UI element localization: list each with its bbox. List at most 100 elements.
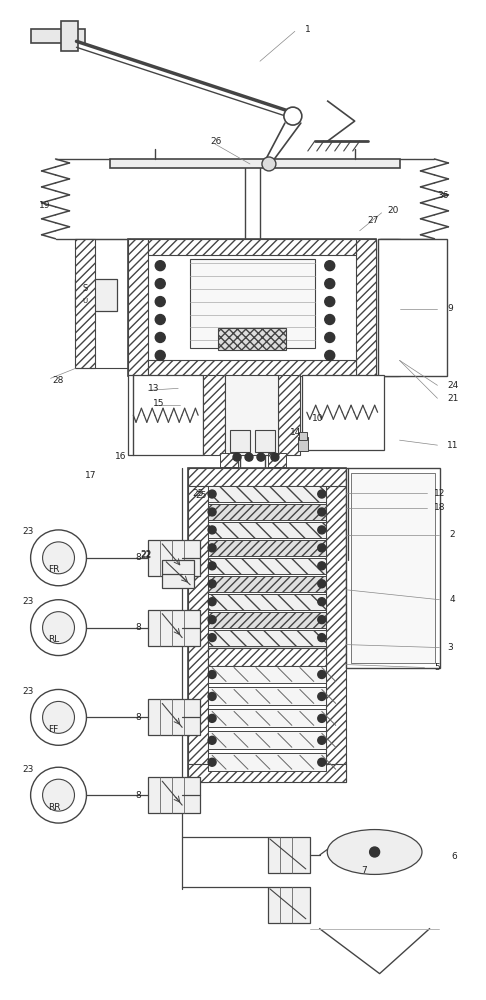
Circle shape bbox=[208, 580, 216, 588]
Text: 1: 1 bbox=[305, 25, 311, 34]
Text: 8: 8 bbox=[135, 791, 141, 800]
Circle shape bbox=[208, 544, 216, 552]
Bar bbox=[268, 887, 310, 923]
Text: 27: 27 bbox=[367, 216, 379, 225]
Bar bbox=[75, 239, 95, 368]
Bar bbox=[278, 375, 300, 455]
Bar bbox=[378, 239, 398, 376]
Text: 5: 5 bbox=[434, 663, 440, 672]
Circle shape bbox=[155, 332, 165, 342]
Bar bbox=[208, 504, 326, 520]
Circle shape bbox=[318, 526, 326, 534]
Circle shape bbox=[318, 616, 326, 624]
Circle shape bbox=[208, 671, 216, 678]
Bar bbox=[148, 540, 200, 576]
Bar bbox=[230, 430, 250, 452]
Bar bbox=[208, 709, 326, 727]
Bar bbox=[356, 239, 376, 376]
Circle shape bbox=[31, 767, 87, 823]
Circle shape bbox=[155, 279, 165, 289]
Bar bbox=[148, 777, 200, 813]
Text: 25: 25 bbox=[195, 491, 207, 500]
Bar bbox=[203, 375, 225, 455]
Ellipse shape bbox=[327, 830, 422, 874]
Circle shape bbox=[43, 542, 74, 574]
Circle shape bbox=[31, 689, 87, 745]
Bar bbox=[208, 540, 326, 556]
Bar bbox=[208, 558, 326, 574]
Bar bbox=[208, 576, 326, 592]
Text: FR: FR bbox=[49, 565, 60, 574]
Text: 9: 9 bbox=[448, 304, 453, 313]
Circle shape bbox=[43, 701, 74, 733]
Text: 19: 19 bbox=[38, 201, 50, 210]
Bar bbox=[188, 468, 346, 486]
Bar bbox=[208, 753, 326, 771]
Text: RL: RL bbox=[49, 635, 60, 644]
Text: 8: 8 bbox=[135, 553, 141, 562]
Text: 25: 25 bbox=[192, 489, 204, 498]
Circle shape bbox=[318, 692, 326, 700]
Bar bbox=[162, 560, 194, 588]
Bar bbox=[208, 648, 326, 666]
Text: 26: 26 bbox=[210, 137, 222, 146]
Text: 3: 3 bbox=[448, 643, 453, 652]
Text: 23: 23 bbox=[23, 687, 34, 696]
Bar bbox=[148, 239, 356, 255]
Text: 8: 8 bbox=[135, 623, 141, 632]
Circle shape bbox=[318, 490, 326, 498]
Circle shape bbox=[318, 634, 326, 642]
Bar bbox=[148, 610, 200, 646]
Text: 22: 22 bbox=[140, 551, 152, 560]
Bar bbox=[148, 360, 356, 376]
Circle shape bbox=[318, 508, 326, 516]
Bar bbox=[346, 468, 440, 668]
Bar bbox=[218, 328, 286, 350]
Text: 4: 4 bbox=[450, 595, 455, 604]
Text: 17: 17 bbox=[86, 471, 97, 480]
Circle shape bbox=[208, 490, 216, 498]
Circle shape bbox=[325, 315, 335, 325]
Bar bbox=[208, 612, 326, 628]
Bar bbox=[31, 29, 86, 43]
Circle shape bbox=[318, 544, 326, 552]
Bar bbox=[268, 837, 310, 873]
Circle shape bbox=[325, 261, 335, 271]
Circle shape bbox=[155, 261, 165, 271]
Circle shape bbox=[257, 453, 265, 461]
Bar bbox=[255, 430, 275, 452]
Text: 23: 23 bbox=[23, 597, 34, 606]
Bar bbox=[128, 375, 203, 455]
Text: 22: 22 bbox=[140, 550, 152, 559]
Bar bbox=[208, 666, 326, 683]
Circle shape bbox=[318, 598, 326, 606]
Bar bbox=[225, 375, 278, 455]
Text: 23: 23 bbox=[23, 527, 34, 536]
Bar bbox=[208, 687, 326, 705]
Bar bbox=[208, 522, 326, 538]
Circle shape bbox=[208, 616, 216, 624]
Circle shape bbox=[271, 453, 279, 461]
Text: 18: 18 bbox=[434, 503, 446, 512]
Text: 12: 12 bbox=[434, 489, 446, 498]
Text: 14: 14 bbox=[290, 428, 301, 437]
Text: RR: RR bbox=[49, 803, 61, 812]
Bar bbox=[188, 468, 346, 782]
Circle shape bbox=[245, 453, 253, 461]
Circle shape bbox=[262, 157, 276, 171]
Circle shape bbox=[370, 847, 380, 857]
Circle shape bbox=[325, 350, 335, 360]
Circle shape bbox=[155, 350, 165, 360]
Text: 20: 20 bbox=[388, 206, 399, 215]
Text: 36: 36 bbox=[437, 191, 449, 200]
Circle shape bbox=[208, 598, 216, 606]
Circle shape bbox=[325, 279, 335, 289]
Bar bbox=[298, 437, 308, 451]
Circle shape bbox=[318, 671, 326, 678]
Circle shape bbox=[233, 453, 241, 461]
Text: 8: 8 bbox=[135, 713, 141, 722]
Bar bbox=[208, 594, 326, 610]
Circle shape bbox=[318, 736, 326, 744]
Circle shape bbox=[208, 508, 216, 516]
Text: 7: 7 bbox=[362, 866, 367, 875]
